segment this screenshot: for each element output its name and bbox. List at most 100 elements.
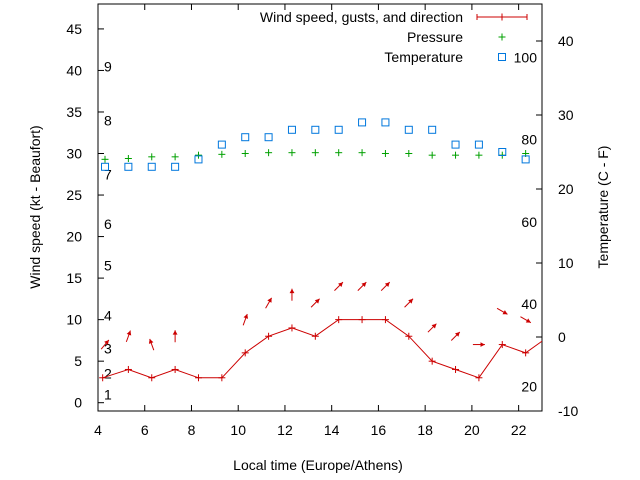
beaufort-label: 2 <box>104 366 112 382</box>
x-tick-label: 16 <box>371 422 387 438</box>
pressure-point <box>171 153 179 161</box>
right-tick-label: 10 <box>558 255 574 271</box>
right-tick-label: 40 <box>558 33 574 49</box>
pressure-point <box>381 150 389 158</box>
right-tick-label: 0 <box>558 329 566 345</box>
wind-speed-point <box>171 365 179 373</box>
temperature-point <box>241 133 250 142</box>
right-tick-label: 20 <box>558 181 574 197</box>
fahrenheit-label: 60 <box>521 214 537 230</box>
x-axis-title: Local time (Europe/Athens) <box>233 457 403 473</box>
wind-direction-arrow <box>242 313 248 326</box>
x-tick-label: 4 <box>94 422 102 438</box>
temperature-point <box>498 148 507 156</box>
wind-direction-arrow <box>520 316 532 324</box>
beaufort-label: 1 <box>104 386 112 402</box>
legend-swatch-pressure <box>498 33 506 41</box>
temperature-point <box>521 155 530 164</box>
left-tick-label: 5 <box>74 353 82 369</box>
x-tick-label: 6 <box>141 422 149 438</box>
left-tick-label: 30 <box>66 146 82 162</box>
beaufort-label: 6 <box>104 216 112 232</box>
temperature-point <box>311 125 320 134</box>
wind-speed-point <box>335 316 343 324</box>
pressure-point <box>452 151 460 159</box>
left-tick-label: 20 <box>66 229 82 245</box>
series-wind-speed <box>99 316 542 382</box>
temperature-point <box>147 162 156 171</box>
temperature-point <box>287 125 296 134</box>
pressure-point <box>101 155 109 163</box>
legend-label: Pressure <box>407 29 463 45</box>
beaufort-label: 9 <box>104 58 112 74</box>
wind-direction-arrow <box>450 331 461 341</box>
temperature-point <box>264 133 273 142</box>
wind-direction-arrow <box>265 297 273 309</box>
temperature-point <box>217 140 226 149</box>
fahrenheit-label: 40 <box>521 296 537 312</box>
wind-direction-arrow <box>404 298 414 308</box>
wind-direction-arrow <box>496 307 508 315</box>
temperature-point <box>381 118 390 127</box>
left-tick-label: 15 <box>66 270 82 286</box>
left-tick-label: 35 <box>66 104 82 120</box>
x-tick-label: 22 <box>511 422 527 438</box>
x-tick-label: 8 <box>188 422 196 438</box>
left-tick-label: 10 <box>66 312 82 328</box>
y-axis-title-right: Temperature (C - F) <box>595 146 611 269</box>
left-tick-label: 25 <box>66 187 82 203</box>
beaufort-label: 3 <box>104 341 112 357</box>
wind-speed-line <box>102 319 542 379</box>
fahrenheit-label: 100 <box>514 49 538 65</box>
fahrenheit-label: 80 <box>521 132 537 148</box>
wind-speed-point <box>428 357 436 365</box>
temperature-point <box>101 162 110 171</box>
wind-speed-point <box>498 341 506 349</box>
pressure-point <box>194 151 202 159</box>
wind-speed-point <box>475 374 483 382</box>
temperature-point <box>428 125 437 134</box>
pressure-point <box>288 149 296 157</box>
pressure-point <box>311 149 319 157</box>
wind-speed-point <box>218 374 226 382</box>
wind-speed-point <box>452 365 460 373</box>
legend-label: Wind speed, gusts, and direction <box>260 9 463 25</box>
pressure-point <box>405 150 413 158</box>
x-tick-label: 20 <box>464 422 480 438</box>
wind-direction-arrow <box>125 330 132 343</box>
pressure-point <box>124 154 132 162</box>
temperature-point <box>334 125 343 134</box>
wind-direction-arrow <box>427 323 437 333</box>
wind-direction-arrow <box>334 281 344 292</box>
wind-direction-arrow <box>357 281 367 292</box>
wind-direction-arrow <box>310 298 320 308</box>
right-tick-label: 30 <box>558 107 574 123</box>
wind-direction-arrow <box>472 342 485 347</box>
pressure-point <box>241 150 249 158</box>
wind-speed-point <box>405 332 413 340</box>
pressure-point <box>475 151 483 159</box>
beaufort-label: 4 <box>104 307 112 323</box>
wind-speed-point <box>99 374 107 382</box>
temperature-point <box>171 162 180 171</box>
series-pressure <box>101 149 530 163</box>
pressure-point <box>335 149 343 157</box>
beaufort-label: 7 <box>104 166 112 182</box>
pressure-point <box>265 149 273 157</box>
left-tick-label: 40 <box>66 62 82 78</box>
wind-speed-point <box>522 349 530 357</box>
wind-speed-point <box>288 324 296 332</box>
pressure-point <box>428 151 436 159</box>
right-tick-label: -10 <box>558 403 578 419</box>
temperature-point <box>358 118 367 127</box>
legend-swatch-wind <box>476 13 528 21</box>
wind-direction-arrow <box>100 339 110 350</box>
wind-direction-arrow <box>289 288 295 301</box>
wind-speed-point <box>381 316 389 324</box>
x-tick-label: 14 <box>324 422 340 438</box>
plot-frame <box>97 3 543 412</box>
wind-direction-arrow <box>148 338 155 351</box>
wind-speed-point <box>358 316 366 324</box>
temperature-point <box>474 140 483 149</box>
